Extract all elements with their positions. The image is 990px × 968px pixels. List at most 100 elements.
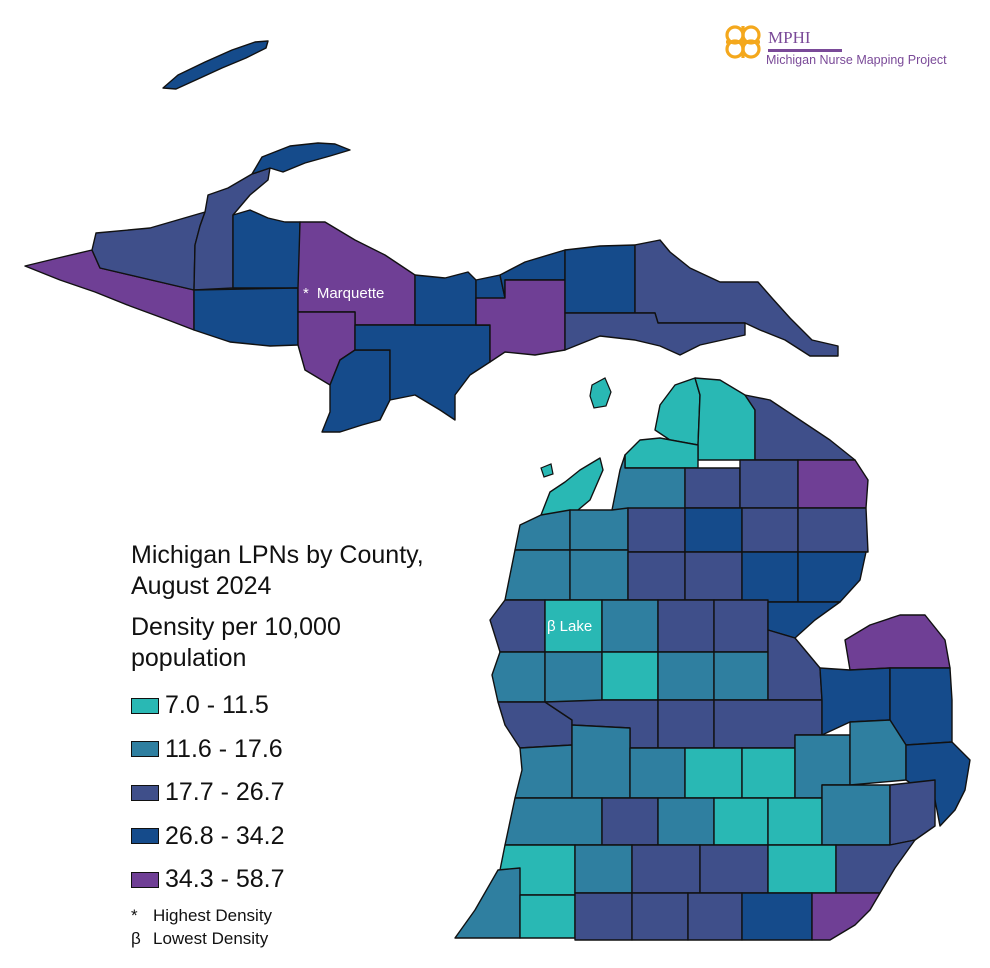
- county-mackinac-east[interactable]: [564, 312, 746, 356]
- county-macomb[interactable]: [889, 779, 936, 846]
- mphi-knot-logo-icon: [725, 25, 761, 59]
- county-iron[interactable]: [193, 287, 299, 347]
- county-clare[interactable]: [657, 599, 715, 653]
- county-oscoda[interactable]: [741, 507, 799, 553]
- label-lake: β Lake: [547, 618, 592, 635]
- county-charlevoix[interactable]: [624, 437, 699, 469]
- county-grand-traverse[interactable]: [569, 507, 629, 551]
- county-livingston[interactable]: [767, 797, 823, 846]
- county-houghton[interactable]: [193, 167, 271, 291]
- county-missaukee[interactable]: [627, 551, 686, 601]
- county-alger[interactable]: [414, 271, 477, 326]
- county-wayne[interactable]: [835, 839, 916, 894]
- county-calhoun[interactable]: [631, 844, 701, 894]
- county-alcona[interactable]: [797, 507, 869, 553]
- lowest-density-marker: β: [547, 618, 556, 635]
- county-roscommon[interactable]: [684, 551, 743, 601]
- legend-range: 11.6 - 17.6: [165, 734, 283, 763]
- county-cass[interactable]: [519, 894, 576, 939]
- county-isle-royale[interactable]: [162, 40, 269, 90]
- legend-title: Michigan LPNs by County, August 2024: [131, 541, 424, 600]
- county-wexford[interactable]: [569, 549, 629, 601]
- legend-range: 34.3 - 58.7: [165, 865, 285, 894]
- legend-range: 26.8 - 34.2: [165, 821, 285, 850]
- legend-item: 26.8 - 34.2: [131, 815, 471, 859]
- legend-subtitle: Density per 10,000 population: [131, 613, 341, 672]
- county-barry[interactable]: [601, 797, 659, 846]
- county-osceola[interactable]: [601, 599, 659, 653]
- county-isabella[interactable]: [657, 651, 715, 701]
- county-jackson[interactable]: [699, 844, 769, 894]
- legend-list: 7.0 - 11.5 11.6 - 17.6 17.7 - 26.7 26.8 …: [131, 684, 471, 902]
- highest-density-marker: *: [303, 285, 309, 302]
- county-marquette[interactable]: [297, 221, 416, 326]
- legend-swatch: [131, 784, 159, 801]
- county-otsego[interactable]: [684, 467, 741, 509]
- county-iosco[interactable]: [797, 551, 867, 603]
- island-beaver: [589, 377, 612, 409]
- legend-note-lowest: β Lowest Density: [131, 927, 471, 950]
- legend-notes: * Highest Density β Lowest Density: [131, 904, 471, 950]
- county-st-joseph[interactable]: [574, 892, 633, 941]
- county-monroe[interactable]: [811, 892, 881, 941]
- county-ingham[interactable]: [713, 797, 769, 846]
- label-marquette-name: Marquette: [316, 285, 385, 302]
- county-branch[interactable]: [631, 892, 689, 941]
- county-gratiot[interactable]: [657, 699, 715, 749]
- county-allegan[interactable]: [504, 797, 603, 846]
- county-hillsdale[interactable]: [687, 892, 743, 941]
- legend-item: 17.7 - 26.7: [131, 771, 471, 815]
- county-newaygo[interactable]: [544, 651, 603, 703]
- county-ionia[interactable]: [629, 747, 686, 799]
- map-legend: Michigan LPNs by County, August 2024 Den…: [131, 540, 471, 950]
- legend-swatch: [131, 828, 159, 845]
- legend-range: 7.0 - 11.5: [165, 691, 269, 720]
- county-arenac[interactable]: [767, 601, 841, 639]
- legend-swatch: [131, 697, 159, 714]
- county-crawford[interactable]: [684, 507, 743, 553]
- legend-note-text: Highest Density: [153, 905, 273, 925]
- county-gladwin[interactable]: [713, 599, 769, 653]
- legend-swatch: [131, 871, 159, 888]
- county-lenawee[interactable]: [741, 892, 813, 941]
- island-small-1: [540, 463, 554, 478]
- county-clinton[interactable]: [684, 747, 743, 799]
- legend-item: 7.0 - 11.5: [131, 684, 471, 728]
- legend-range: 17.7 - 26.7: [165, 778, 285, 807]
- county-keweenaw[interactable]: [251, 142, 351, 175]
- county-washtenaw[interactable]: [767, 844, 837, 894]
- county-manistee[interactable]: [504, 549, 571, 601]
- county-berrien-west[interactable]: [454, 867, 521, 939]
- county-oakland[interactable]: [821, 784, 891, 846]
- county-ogemaw[interactable]: [741, 551, 799, 603]
- highest-density-symbol: *: [131, 905, 138, 925]
- county-huron[interactable]: [844, 614, 951, 671]
- county-cheboygan[interactable]: [694, 377, 756, 461]
- county-oceana[interactable]: [491, 651, 546, 703]
- county-bay[interactable]: [767, 629, 823, 701]
- county-mecosta[interactable]: [601, 651, 659, 701]
- legend-note-text: Lowest Density: [153, 928, 269, 948]
- legend-note-highest: * Highest Density: [131, 904, 471, 927]
- county-ottawa[interactable]: [514, 744, 573, 799]
- label-lake-name: Lake: [559, 618, 593, 635]
- legend-item: 34.3 - 58.7: [131, 858, 471, 902]
- county-benzie[interactable]: [514, 509, 571, 551]
- county-mason[interactable]: [489, 599, 546, 653]
- county-presque-isle[interactable]: [744, 394, 856, 461]
- county-alpena[interactable]: [797, 459, 869, 509]
- county-midland[interactable]: [713, 651, 769, 701]
- county-chippewa[interactable]: [564, 244, 636, 314]
- county-baraga[interactable]: [232, 209, 301, 289]
- county-kalkaska[interactable]: [627, 507, 686, 553]
- county-eaton[interactable]: [657, 797, 715, 846]
- county-emmet[interactable]: [654, 377, 701, 446]
- county-kalamazoo[interactable]: [574, 844, 633, 894]
- logo-title: MPHI: [768, 28, 811, 47]
- county-montmorency[interactable]: [739, 459, 799, 509]
- county-kent[interactable]: [571, 724, 631, 799]
- county-shiawassee[interactable]: [741, 747, 796, 799]
- lowest-density-symbol: β: [131, 928, 141, 948]
- logo-underline: [768, 49, 842, 52]
